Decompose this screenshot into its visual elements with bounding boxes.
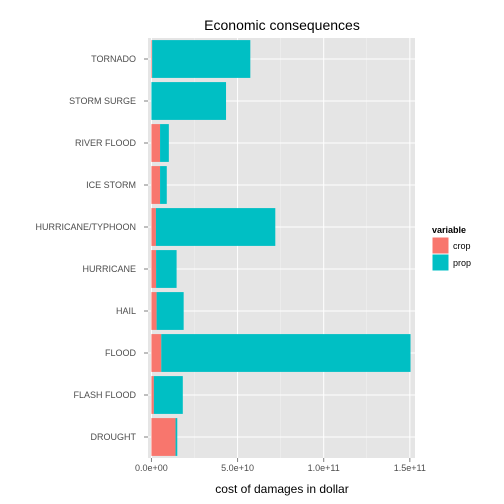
category-label: RIVER FLOOD bbox=[75, 138, 137, 148]
category-label: FLASH FLOOD bbox=[73, 390, 136, 400]
bar-prop bbox=[153, 376, 183, 414]
legend-label-crop: crop bbox=[453, 241, 471, 251]
bar-crop bbox=[151, 250, 157, 288]
category-label: HAIL bbox=[116, 306, 136, 316]
category-label: STORM SURGE bbox=[69, 96, 136, 106]
bar-crop bbox=[151, 124, 161, 162]
legend-label-prop: prop bbox=[453, 258, 471, 268]
x-tick-label: 0.0e+00 bbox=[135, 463, 168, 473]
bar-crop bbox=[151, 166, 161, 204]
bar-prop bbox=[152, 40, 251, 78]
x-tick-label: 1.0e+11 bbox=[308, 463, 340, 473]
bar-prop bbox=[156, 292, 184, 330]
grid-lines bbox=[148, 38, 415, 458]
bar-prop bbox=[151, 82, 227, 120]
bar-crop bbox=[151, 40, 153, 78]
legend-key-crop bbox=[431, 236, 450, 255]
category-label: FLOOD bbox=[105, 348, 137, 358]
bar-prop bbox=[160, 124, 169, 162]
bar-prop bbox=[175, 418, 178, 456]
category-label: HURRICANE/TYPHOON bbox=[35, 222, 136, 232]
category-label: DROUGHT bbox=[91, 432, 137, 442]
legend-title: variable bbox=[432, 225, 466, 235]
x-axis-title: cost of damages in dollar bbox=[215, 482, 348, 496]
bar-prop bbox=[155, 208, 276, 246]
bars bbox=[151, 40, 411, 456]
bar-crop bbox=[151, 208, 156, 246]
category-label: TORNADO bbox=[91, 54, 136, 64]
category-labels: TORNADO STORM SURGE RIVER FLOOD ICE STORM HU… bbox=[35, 54, 148, 442]
category-label: HURRICANE bbox=[82, 264, 136, 274]
bar-crop bbox=[151, 376, 154, 414]
x-tick-label: 5.0e+10 bbox=[221, 463, 254, 473]
chart-title: Economic consequences bbox=[204, 17, 360, 33]
legend: variable crop prop bbox=[431, 225, 471, 272]
legend-key-prop bbox=[431, 253, 450, 272]
bar-prop bbox=[161, 334, 411, 372]
legend-items: crop prop bbox=[431, 236, 471, 272]
bar-crop bbox=[151, 334, 162, 372]
x-tick-label: 1.5e+11 bbox=[394, 463, 426, 473]
bar-prop bbox=[160, 166, 167, 204]
bar-prop bbox=[156, 250, 177, 288]
x-axis-ticks: 0.0e+00 5.0e+10 1.0e+11 1.5e+11 bbox=[135, 458, 426, 473]
bar-crop bbox=[151, 292, 157, 330]
bar-crop bbox=[151, 418, 176, 456]
category-label: ICE STORM bbox=[86, 180, 136, 190]
